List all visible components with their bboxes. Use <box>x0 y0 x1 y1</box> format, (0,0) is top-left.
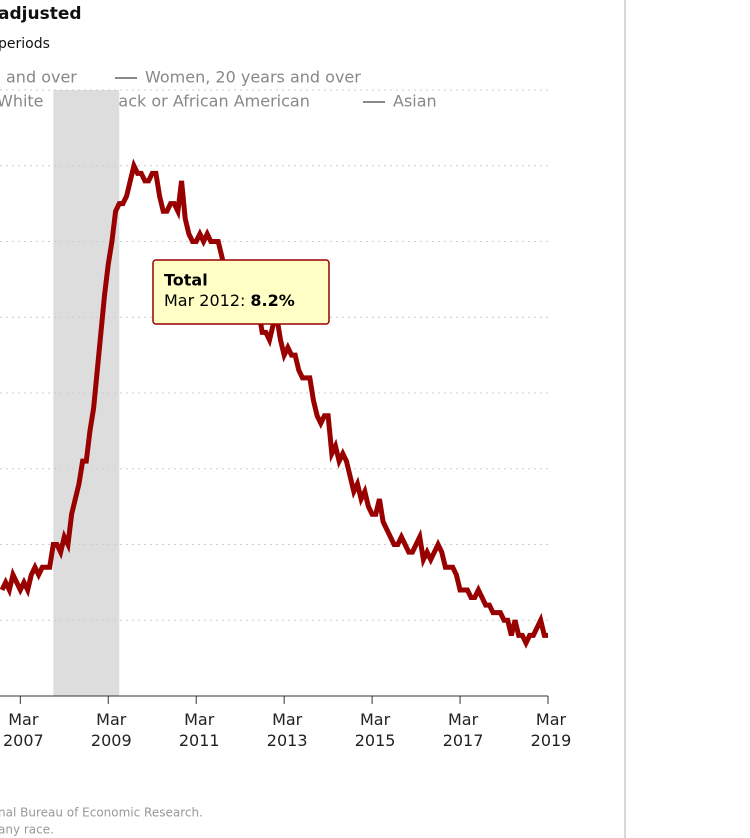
legend-label: Black or African American <box>103 92 310 111</box>
footnote: nal Bureau of Economic Research. <box>0 806 203 820</box>
tooltip-text: Mar 2012: 8.2% <box>164 291 295 310</box>
legend-label: Asian <box>393 92 437 111</box>
legend-label: and over <box>6 68 77 87</box>
plot-area <box>0 89 549 704</box>
x-tick-label: Mar 2011 <box>178 710 220 750</box>
legend-label: White <box>0 92 44 111</box>
x-tick-label: Mar 2017 <box>442 710 484 750</box>
legend-label: Women, 20 years and over <box>145 68 361 87</box>
chart-subtitle: periods <box>0 36 50 52</box>
chart-title: adjusted <box>0 4 82 24</box>
x-tick-label: Mar 2019 <box>530 710 572 750</box>
tooltip-date: Mar 2012: <box>164 291 245 310</box>
x-tick-label: Mar 2015 <box>354 710 396 750</box>
x-tick-label: Mar 2009 <box>90 710 132 750</box>
x-tick-label: Mar 2007 <box>2 710 44 750</box>
x-tick-label: Mar 2013 <box>266 710 308 750</box>
tooltip: Total Mar 2012: 8.2% <box>152 259 330 325</box>
legend: and over Women, 20 years and over White Bla… <box>0 68 437 111</box>
tooltip-value: 8.2% <box>250 291 294 310</box>
tooltip-box <box>152 259 330 325</box>
tooltip-title: Total <box>164 271 208 290</box>
footnote: any race. <box>0 823 54 837</box>
